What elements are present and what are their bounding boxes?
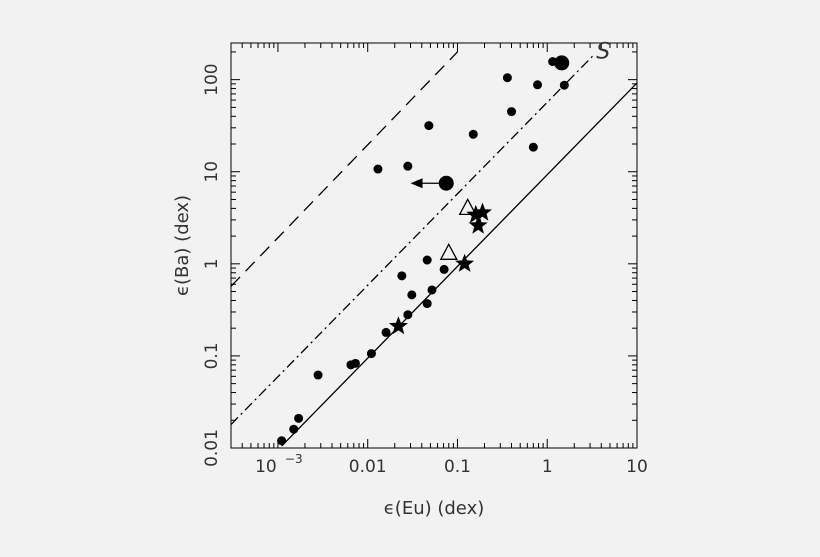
data-point: [424, 121, 434, 131]
x-tick-label: 0.1: [444, 457, 471, 477]
data-point: [533, 80, 543, 90]
data-point: [468, 129, 478, 139]
y-tick-label: 0.01: [202, 429, 222, 467]
data-point: [407, 290, 417, 300]
data-point: [289, 424, 299, 434]
y-tick-label: 100: [202, 63, 222, 95]
data-point-star: [468, 215, 488, 234]
data-point: [366, 349, 376, 359]
data-point: [277, 436, 287, 446]
y-tick-label: 1: [202, 258, 222, 269]
x-tick-label: 10: [255, 457, 277, 477]
data-point: [507, 107, 517, 117]
upper-limit-arrowhead: [410, 178, 423, 189]
data-point-large: [554, 55, 570, 71]
data-point-star: [473, 202, 492, 221]
data-point: [373, 164, 383, 174]
data-point: [422, 299, 432, 309]
data-point: [294, 413, 304, 423]
reference-line-dash-dot: [231, 55, 594, 425]
y-tick-label: 0.1: [202, 342, 222, 369]
reference-line-dashed: [231, 51, 458, 287]
data-point: [427, 285, 437, 295]
data-point-triangle: [458, 197, 477, 216]
data-point: [403, 310, 413, 320]
data-point-star: [388, 316, 408, 335]
data-point: [397, 271, 407, 281]
data-point: [350, 358, 360, 368]
data-point: [559, 80, 569, 90]
y-axis-label: ϵ(Ba) (dex): [172, 195, 193, 296]
data-point: [403, 161, 413, 171]
plot-frame: [230, 42, 638, 449]
x-tick-label: 1: [542, 457, 553, 477]
reference-line-solid: [281, 82, 637, 447]
data-point-triangle: [439, 242, 458, 260]
x-tick-label: 0.01: [349, 457, 387, 477]
data-point: [439, 264, 449, 274]
data-point: [422, 255, 432, 265]
curve-label-s: S: [596, 39, 610, 64]
data-point: [502, 73, 512, 83]
data-point-star: [455, 253, 475, 272]
data-point: [381, 327, 391, 337]
y-tick-label: 10: [202, 161, 222, 183]
x-axis-label: ϵ(Eu) (dex): [384, 498, 485, 519]
data-point: [528, 142, 538, 152]
data-point: [313, 370, 323, 380]
x-tick-label: 10: [626, 457, 648, 477]
x-tick-label-exponent: −3: [285, 452, 303, 466]
data-point-large: [438, 175, 454, 191]
